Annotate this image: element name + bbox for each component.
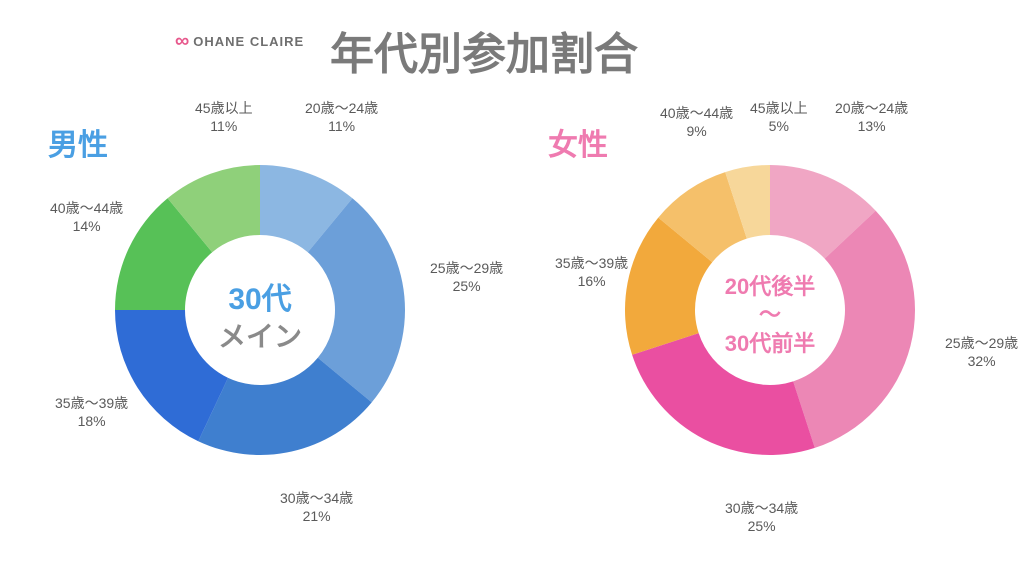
slice-female-2	[632, 333, 815, 455]
slice-label-female-5: 45歳以上 5%	[750, 100, 808, 135]
logo-icon: ∞	[175, 30, 187, 53]
slice-label-male-0: 20歳～24歳 11%	[305, 100, 378, 135]
logo-text: OHANE CLAIRE	[193, 34, 304, 49]
brand-logo: ∞ OHANE CLAIRE	[175, 30, 304, 53]
slice-label-male-2: 30歳～34歳 21%	[280, 490, 353, 525]
slice-label-male-5: 45歳以上 11%	[195, 100, 253, 135]
slice-label-female-0: 20歳～24歳 13%	[835, 100, 908, 135]
slice-label-female-3: 35歳～39歳 16%	[555, 255, 628, 290]
page-title: 年代別参加割合	[330, 18, 638, 82]
donut-chart-male: 30代 メイン	[115, 165, 405, 455]
slice-label-female-2: 30歳～34歳 25%	[725, 500, 798, 535]
donut-chart-female: 20代後半 ～ 30代前半	[625, 165, 915, 455]
slice-label-female-4: 40歳～44歳 9%	[660, 105, 733, 140]
slice-label-male-4: 40歳～44歳 14%	[50, 200, 123, 235]
slice-label-male-1: 25歳～29歳 25%	[430, 260, 503, 295]
slice-label-female-1: 25歳～29歳 32%	[945, 335, 1018, 370]
gender-label-female: 女性	[548, 120, 608, 164]
chart-canvas: ∞ OHANE CLAIRE 年代別参加割合 30代 メイン 20代後半 ～ 3…	[0, 0, 1024, 576]
gender-label-male: 男性	[48, 120, 108, 164]
